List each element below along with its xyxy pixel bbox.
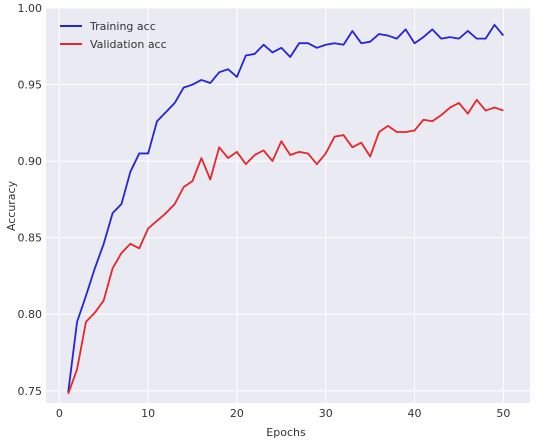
- series-layer: [67, 23, 505, 395]
- x-tick-label: 50: [496, 407, 510, 420]
- legend: Training acc Validation acc: [60, 20, 167, 51]
- x-tick-label: 10: [141, 407, 155, 420]
- plot-area: [46, 8, 530, 403]
- y-tick-label: 0.80: [18, 308, 43, 321]
- x-tick-label: 20: [230, 407, 244, 420]
- x-axis-label: Epochs: [266, 426, 306, 439]
- y-axis-label: Accuracy: [5, 180, 18, 231]
- y-tick-label: 0.90: [18, 155, 43, 168]
- y-tick-label: 0.75: [18, 385, 43, 398]
- y-tick-label: 1.00: [18, 2, 43, 15]
- x-tick-label: 0: [56, 407, 63, 420]
- legend-label-validation: Validation acc: [90, 38, 167, 51]
- y-tick-label: 0.95: [18, 79, 43, 92]
- x-tick-label: 40: [408, 407, 422, 420]
- x-tick-label: 30: [319, 407, 333, 420]
- tick-labels: 0 10 20 30 40 50 0.75 0.80 0.85 0.90 0.95 1.00: [18, 2, 511, 420]
- training-acc-line: [67, 23, 505, 393]
- y-tick-label: 0.85: [18, 232, 43, 245]
- validation-acc-line: [67, 98, 504, 395]
- grid-lines: [46, 7, 530, 403]
- legend-label-training: Training acc: [89, 20, 156, 33]
